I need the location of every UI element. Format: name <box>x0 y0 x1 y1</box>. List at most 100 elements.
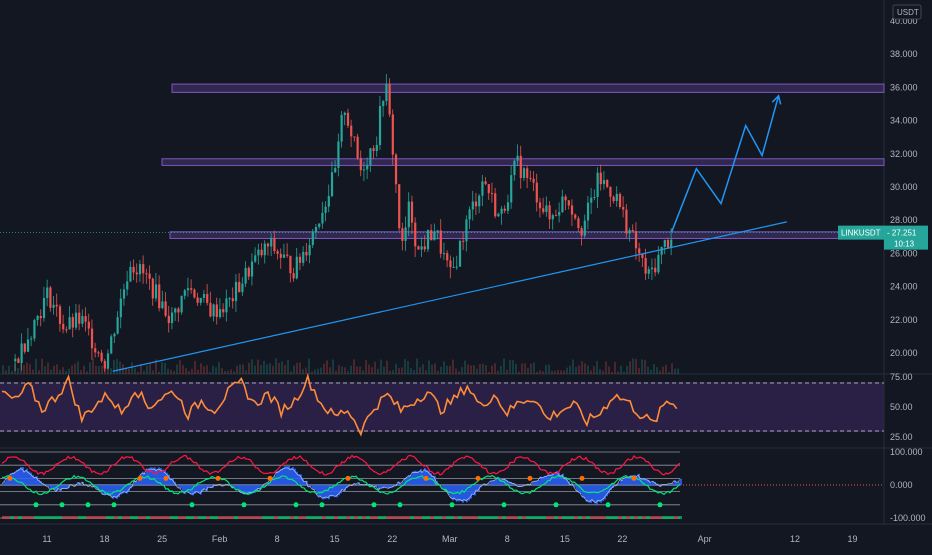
volume-bar <box>596 361 598 374</box>
time-axis-label: 19 <box>848 534 858 544</box>
candle-body <box>565 196 567 200</box>
volume-bar <box>194 361 196 374</box>
oscillator-status-segment <box>446 516 450 519</box>
oscillator-status-segment <box>314 516 318 519</box>
volume-bar <box>149 364 151 374</box>
oscillator-status-segment <box>310 516 314 519</box>
volume-bar <box>365 360 367 374</box>
oscillator-status-segment <box>106 516 110 519</box>
oscillator-dot <box>138 476 143 481</box>
oscillator-bar <box>592 485 594 501</box>
oscillator-bar <box>472 485 474 495</box>
candle-body <box>657 255 659 272</box>
candle-body <box>542 208 544 212</box>
oscillator-status-segment <box>70 516 74 519</box>
volume-bar <box>29 364 31 374</box>
oscillator-status-segment <box>290 516 294 519</box>
oscillator-status-segment <box>514 516 518 519</box>
volume-bar <box>218 362 220 374</box>
volume-bar <box>512 360 514 374</box>
oscillator-status-segment <box>558 516 562 519</box>
candle-body <box>251 262 253 277</box>
candle-body <box>283 255 285 258</box>
oscillator-status-segment <box>406 516 410 519</box>
oscillator-status-segment <box>190 516 194 519</box>
volume-bar <box>650 370 652 374</box>
candle-body <box>222 309 224 312</box>
candle-body <box>293 273 295 278</box>
candle-body <box>446 253 448 260</box>
candle-body <box>145 273 147 274</box>
oscillator-status-segment <box>194 516 198 519</box>
oscillator-status-segment <box>462 516 466 519</box>
volume-bar <box>368 364 370 374</box>
candle-body <box>661 247 663 255</box>
volume-bar <box>479 364 481 374</box>
candle-body <box>286 255 288 256</box>
candle-body <box>635 231 637 248</box>
candle-body <box>408 202 410 228</box>
volume-bar <box>491 366 493 374</box>
candle-body <box>571 206 573 215</box>
candle-body <box>395 155 397 185</box>
price-zone <box>170 232 884 239</box>
candle-body <box>424 246 426 249</box>
oscillator-dot <box>268 476 273 481</box>
candle-body <box>277 251 279 254</box>
candle-body <box>245 268 247 284</box>
volume-bar <box>584 363 586 374</box>
candle-body <box>94 348 96 352</box>
candle-body <box>49 287 51 307</box>
oscillator-status-segment <box>570 516 574 519</box>
candle-body <box>465 219 467 241</box>
oscillator-status-segment <box>98 516 102 519</box>
oscillator-dot <box>554 502 559 507</box>
volume-bar <box>647 367 649 374</box>
oscillator-dot <box>450 502 455 507</box>
volume-bar <box>308 359 310 374</box>
time-axis-label: 22 <box>387 534 397 544</box>
volume-bar <box>92 359 94 374</box>
volume-bar <box>38 370 40 374</box>
oscillator-status-segment <box>146 516 150 519</box>
oscillator-status-segment <box>298 516 302 519</box>
candle-body <box>667 240 669 248</box>
volume-bar <box>5 370 7 374</box>
oscillator-status-segment <box>26 516 30 519</box>
volume-bar <box>41 359 43 374</box>
oscillator-dot <box>86 502 91 507</box>
candle-body <box>75 313 77 328</box>
volume-bar <box>566 368 568 374</box>
volume-bar <box>248 363 250 374</box>
candle-body <box>536 183 538 203</box>
candle-body <box>248 268 250 277</box>
oscillator-status-segment <box>10 516 14 519</box>
volume-bar <box>593 366 595 374</box>
volume-bar <box>572 360 574 374</box>
volume-bar <box>329 367 331 374</box>
oscillator-status-segment <box>158 516 162 519</box>
oscillator-status-segment <box>634 516 638 519</box>
oscillator-status-segment <box>402 516 406 519</box>
candle-body <box>37 316 39 320</box>
candle-body <box>382 101 384 106</box>
volume-bar <box>611 372 613 374</box>
oscillator-status-segment <box>506 516 510 519</box>
oscillator-status-segment <box>494 516 498 519</box>
oscillator-bar <box>24 471 26 485</box>
volume-bar <box>671 363 673 374</box>
candle-body <box>197 297 199 302</box>
oscillator-dot <box>242 502 247 507</box>
oscillator-bar <box>326 485 328 498</box>
candle-body <box>475 202 477 207</box>
volume-bar <box>413 370 415 374</box>
volume-bar <box>569 366 571 374</box>
volume-bar <box>116 359 118 374</box>
oscillator-bar <box>196 485 198 492</box>
candle-body <box>30 338 32 339</box>
time-axis-label: 11 <box>42 534 51 544</box>
volume-bar <box>386 361 388 374</box>
oscillator-status-segment <box>186 516 190 519</box>
